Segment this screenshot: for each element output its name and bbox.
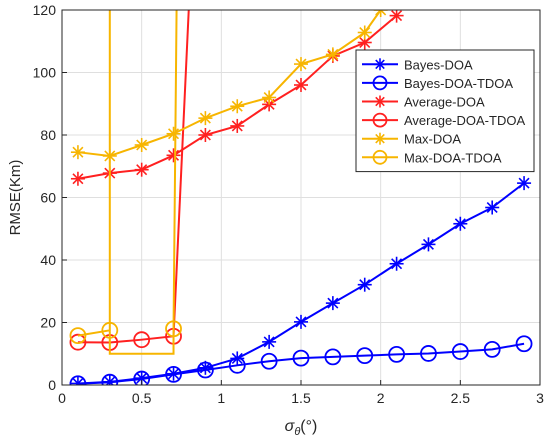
x-axis-label: σθ(°) [285, 418, 318, 438]
series-average-doa-tdoa [69, 10, 190, 351]
data-point [70, 145, 85, 160]
data-point [294, 314, 308, 329]
legend-marker [374, 95, 386, 108]
legend-label: Average-DOA-TDOA [404, 113, 525, 128]
legend-label: Max-DOA [404, 132, 461, 147]
y-tick-label: 120 [33, 2, 57, 18]
series-line [77, 10, 382, 157]
data-point [230, 99, 245, 114]
data-point [485, 200, 500, 215]
data-point [166, 148, 181, 163]
legend-marker [372, 75, 388, 91]
data-point [292, 349, 310, 367]
data-point [134, 138, 149, 152]
legend-label: Bayes-DOA [404, 57, 473, 72]
data-point [198, 111, 213, 126]
series-max-doa-tdoa [69, 10, 182, 355]
data-point [69, 375, 87, 385]
x-axis-label-sub: θ [294, 426, 300, 438]
legend-item: Max-DOA-TDOA [362, 149, 502, 165]
data-point [453, 216, 468, 231]
data-point [133, 331, 151, 349]
x-tick-label: 0 [58, 390, 66, 406]
series-line [77, 10, 190, 344]
data-point [421, 237, 436, 252]
series-line [77, 14, 398, 180]
data-point [324, 348, 342, 366]
data-point [70, 171, 85, 186]
y-tick-label: 80 [40, 127, 56, 143]
data-point [196, 361, 214, 379]
data-point [228, 356, 246, 374]
data-point [260, 352, 278, 370]
legend-marker [372, 149, 388, 165]
x-axis-label-base: σ [285, 418, 296, 435]
data-point [262, 90, 277, 105]
legend-item: Max-DOA [362, 132, 461, 147]
x-tick-label: 1 [217, 390, 225, 406]
data-point [325, 47, 340, 62]
data-point [388, 345, 406, 363]
legend-marker [372, 112, 388, 128]
series-average-doa [70, 10, 404, 186]
legend-marker [374, 58, 386, 71]
x-tick-label: 2 [377, 390, 385, 406]
data-point [356, 347, 374, 365]
series-line [77, 342, 525, 385]
x-tick-label: 3 [536, 390, 544, 406]
data-point [357, 25, 372, 40]
data-point [451, 343, 469, 360]
legend: Bayes-DOA Bayes-DOA-TDOA Average-DOA Averag… [355, 49, 535, 173]
data-point [294, 57, 308, 72]
data-point [357, 277, 372, 292]
x-axis-label-unit: (°) [300, 418, 317, 435]
data-point [357, 35, 372, 50]
data-point [166, 126, 181, 141]
legend-item: Bayes-DOA [362, 57, 473, 72]
data-point [165, 320, 182, 338]
y-tick-label: 20 [40, 315, 56, 331]
legend-marker [374, 132, 386, 145]
legend-label: Bayes-DOA-TDOA [404, 76, 513, 91]
legend-label: Max-DOA-TDOA [404, 150, 502, 165]
y-tick-label: 100 [33, 65, 57, 81]
legend-box [355, 49, 535, 173]
y-tick-label: 60 [40, 190, 56, 206]
x-tick-label: 0.5 [132, 390, 152, 406]
data-point [230, 118, 245, 133]
data-point [198, 128, 213, 142]
y-tick-label: 0 [48, 377, 56, 393]
data-point [262, 334, 277, 349]
legend-item: Average-DOA [362, 95, 485, 110]
data-point [483, 340, 501, 358]
x-tick-label: 1.5 [291, 390, 311, 406]
x-tick-label: 2.5 [451, 390, 471, 406]
y-tick-label: 40 [40, 252, 56, 268]
data-point [101, 321, 119, 339]
data-point [325, 296, 340, 311]
data-point [294, 78, 308, 92]
series-max-doa [70, 10, 388, 163]
data-point [517, 176, 532, 191]
data-point [101, 373, 119, 385]
data-point [133, 370, 151, 385]
series-bayes-doa-tdoa [69, 335, 533, 385]
data-point [389, 256, 404, 271]
data-point [420, 345, 437, 362]
legend-item: Bayes-DOA-TDOA [362, 75, 513, 91]
legend-item: Average-DOA-TDOA [362, 112, 525, 128]
data-point [134, 162, 149, 177]
data-point [165, 365, 182, 383]
data-point [69, 327, 87, 345]
y-axis-label: RMSE(Km) [7, 160, 24, 236]
axis-ticks: 0 0.5 1 1.5 2 2.5 3 0 20 40 60 80 100 120 [33, 2, 544, 406]
data-point [515, 335, 533, 353]
legend-label: Average-DOA [404, 95, 485, 110]
series-line [77, 10, 178, 355]
data-point [389, 10, 404, 23]
